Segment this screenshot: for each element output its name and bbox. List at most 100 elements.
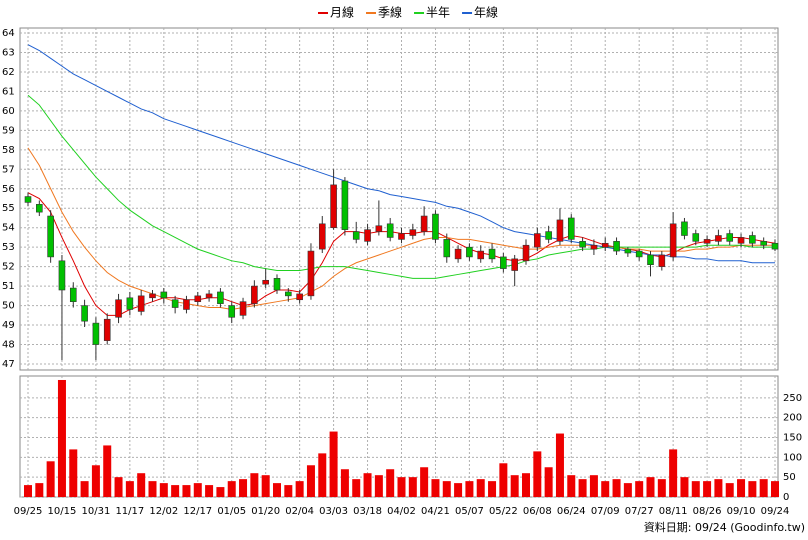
candle-body [749,235,756,244]
x-tick-label: 03/03 [319,506,348,517]
volume-bar [714,479,723,497]
y-tick-label: 54 [2,223,15,234]
x-tick-label: 08/26 [693,506,722,517]
candle-body [24,196,32,203]
volume-bar [691,481,700,497]
volume-bar [273,483,281,497]
volume-bar [352,479,361,497]
candle-body [771,242,779,250]
candle-body [81,305,88,322]
volume-bar [635,481,644,497]
candle-body [341,180,349,230]
candle-body [69,287,77,302]
volume-bar [737,479,746,497]
candle-body [500,256,507,269]
candle-body [330,184,337,229]
candle-body [364,229,371,242]
y-tick-label: 55 [2,203,15,214]
candle-body [624,248,632,254]
candle-body [398,233,405,240]
x-tick-label: 08/11 [659,506,688,517]
y-tick-label: 50 [2,301,15,312]
x-tick-label: 06/24 [557,506,586,517]
volume-bar [759,479,768,497]
volume-bar [589,475,598,497]
candle-body [545,231,552,240]
volume-bar [465,481,474,497]
y-tick-label: 59 [2,125,15,136]
candle-body [681,221,688,236]
x-tick-label: 10/15 [48,506,77,517]
candle-body [239,301,247,316]
volume-bar [748,481,757,497]
candle-body [601,242,609,248]
candle-body [160,291,168,299]
x-tick-label: 04/02 [387,506,416,517]
candle-body [47,215,54,258]
candle-body [149,293,156,299]
volume-bar [239,479,248,497]
candle-body [613,241,620,252]
volume-bar [284,485,293,497]
volume-bar [623,483,632,497]
volume-bar [533,451,542,497]
volume-bar [261,475,270,497]
volume-bar [250,473,259,497]
volume-bar [454,483,463,497]
volume-bar [125,481,134,497]
x-tick-label: 03/18 [353,506,382,517]
y-tick-label: 47 [2,359,15,370]
x-tick-label: 05/07 [455,506,484,517]
candle-body [692,233,700,242]
volume-bar [363,473,372,497]
volume-bar [205,485,214,497]
candle-body [556,219,564,242]
volume-bar [657,479,666,497]
volume-bar [171,485,180,497]
candle-body [92,322,100,345]
y-tick-label: 62 [2,67,15,78]
volume-bar [24,485,32,497]
candle-body [228,305,236,318]
volume-bar [431,479,440,497]
x-tick-label: 05/22 [489,506,518,517]
candle-body [36,204,43,213]
y-tick-label: 53 [2,242,15,253]
candle-body [217,291,224,304]
volume-bar [193,483,202,497]
volume-bar [397,477,406,497]
volume-bar [159,483,168,497]
volume-bar [103,445,112,497]
candle-body [466,246,473,258]
volume-tick-label: 50 [783,472,796,483]
y-tick-label: 51 [2,281,15,292]
footer: 資料日期: 09/24 (Goodinfo.tw) [644,520,805,534]
candle-body [760,241,767,246]
volume-bar [318,453,327,497]
y-tick-label: 52 [2,262,15,273]
candle-body [205,293,213,299]
candle-body [420,215,428,232]
y-tick-label: 48 [2,340,15,351]
volume-bar [669,449,678,497]
candle-body [285,291,292,297]
candle-body [454,248,462,260]
candle-body [262,279,269,285]
x-tick-label: 12/02 [149,506,178,517]
volume-bar [69,449,78,497]
candle-body [658,254,666,267]
x-tick-label: 02/04 [285,506,314,517]
x-tick-label: 07/09 [591,506,620,517]
y-tick-label: 60 [2,106,15,117]
candle-body [251,285,258,304]
volume-bar [567,475,576,497]
x-tick-label: 06/08 [523,506,552,517]
candle-body [137,295,145,312]
volume-bar [137,473,146,497]
x-tick-label: 07/27 [625,506,654,517]
candle-body [669,223,677,258]
volume-tick-label: 200 [783,413,802,424]
y-tick-label: 64 [2,28,15,39]
candle-body [737,237,745,244]
candle-body [635,250,643,258]
